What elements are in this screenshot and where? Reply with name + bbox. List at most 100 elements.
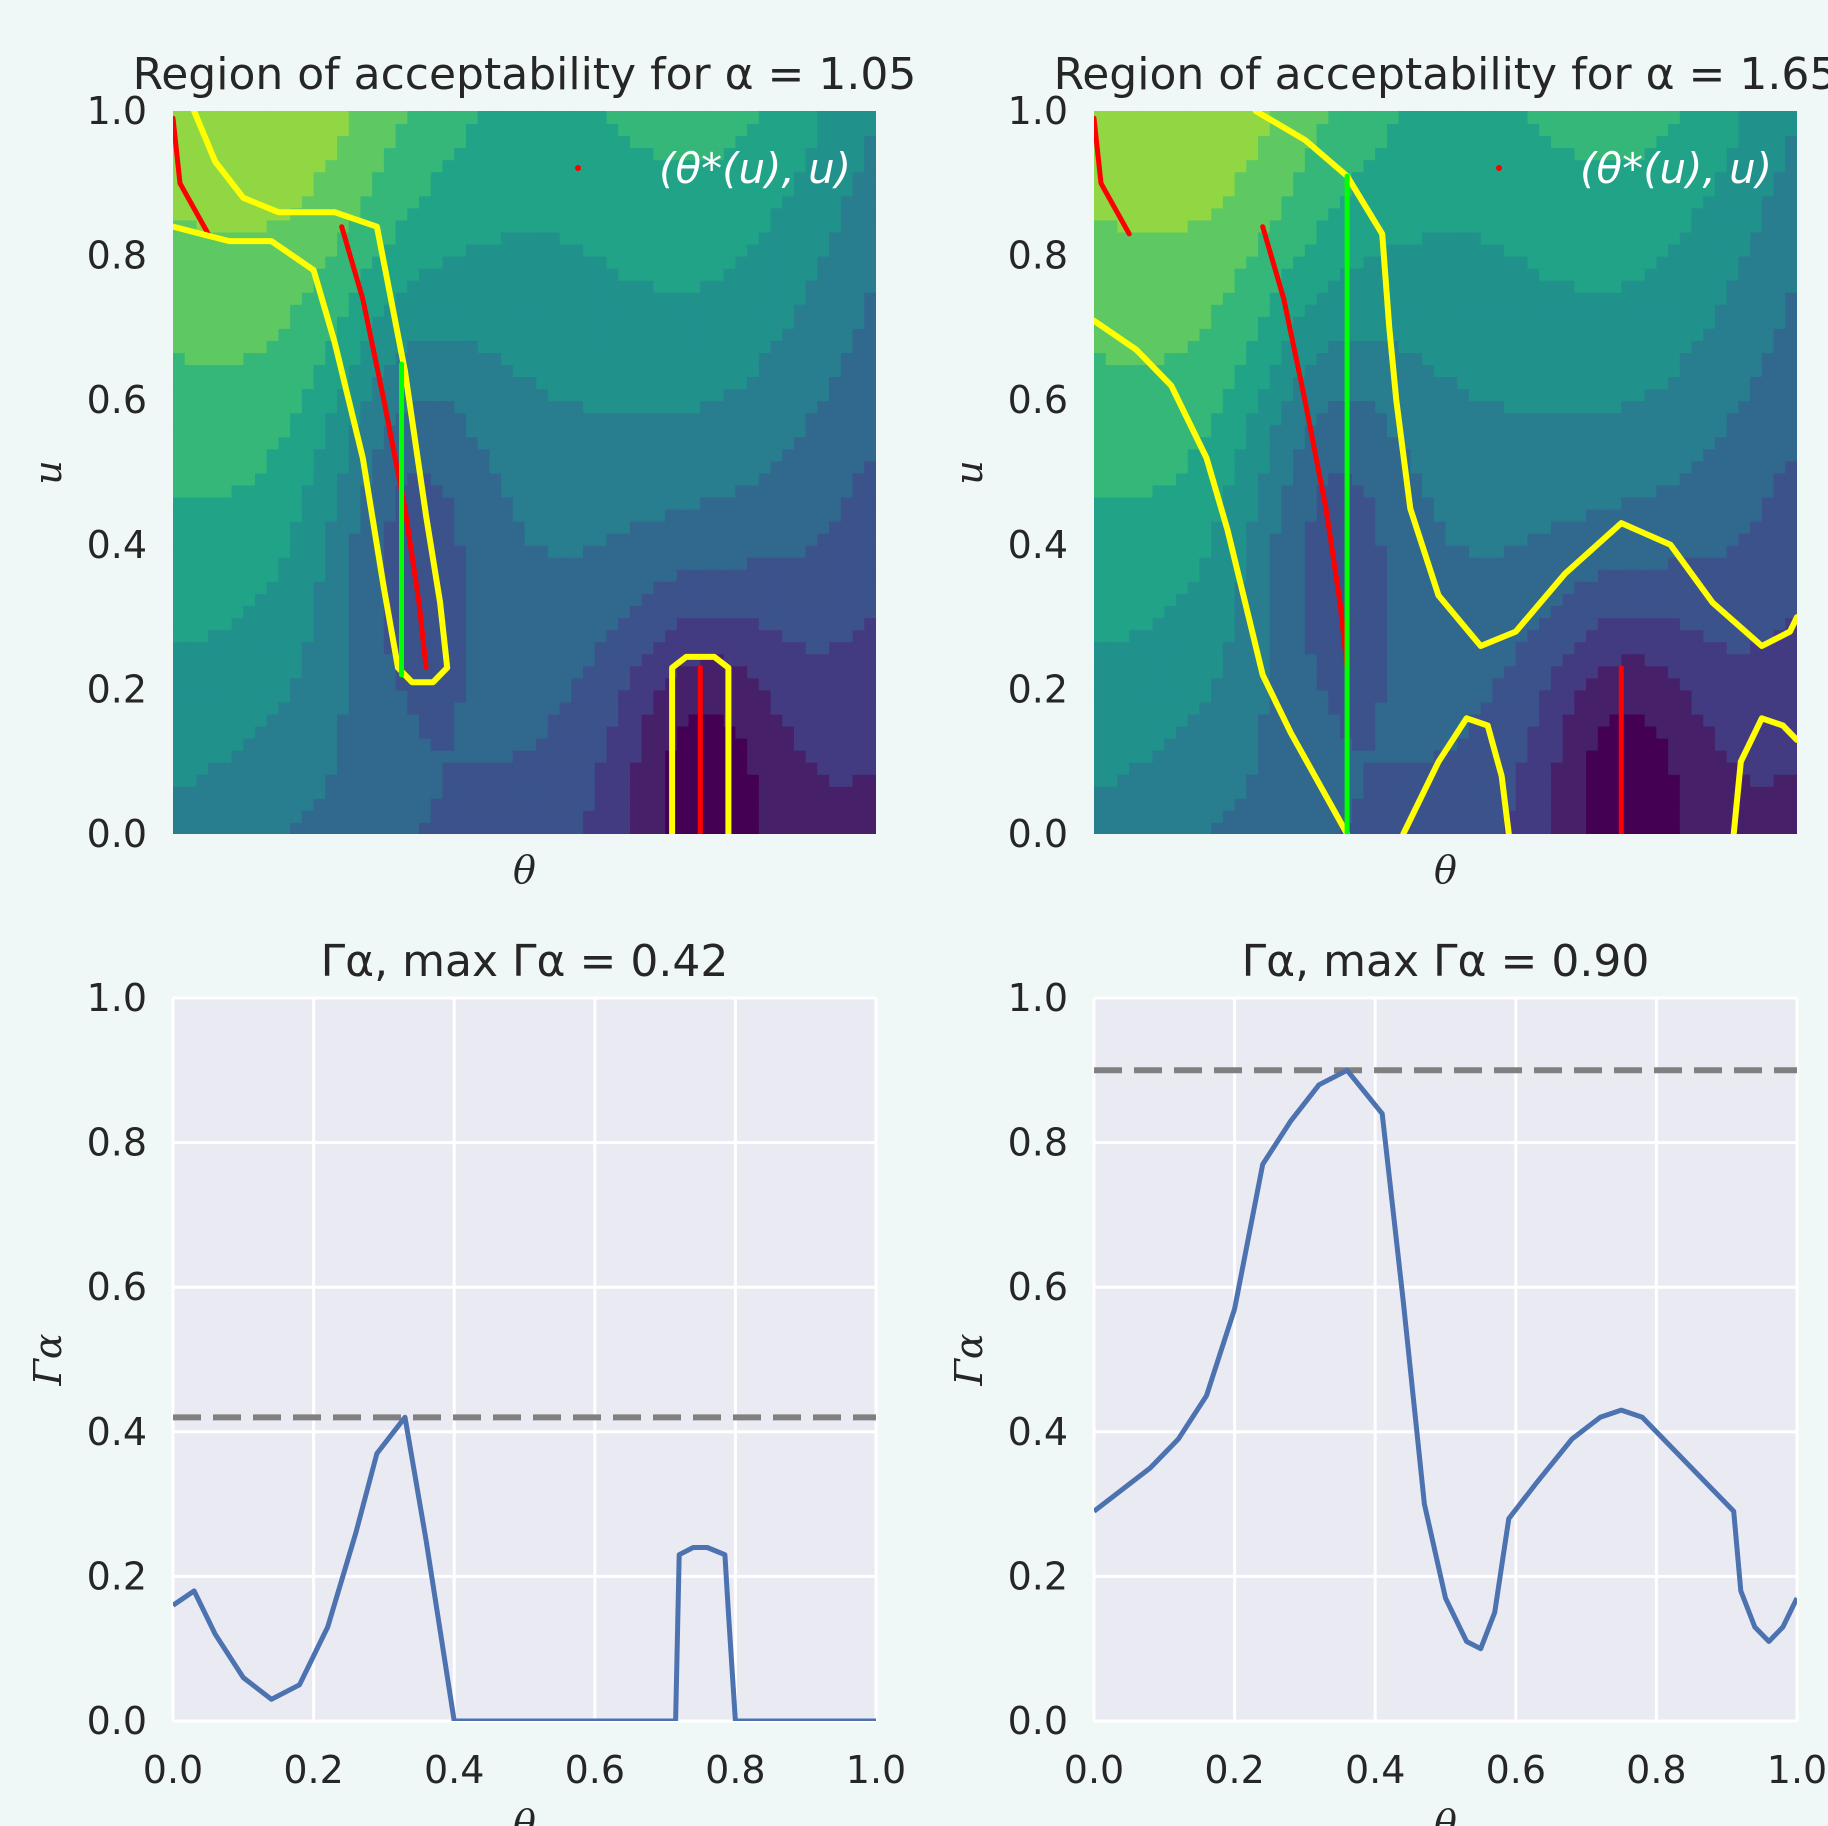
contour-cell xyxy=(1258,352,1271,366)
contour-cell xyxy=(372,448,385,462)
contour-cell xyxy=(360,424,374,438)
contour-cell xyxy=(735,785,749,799)
contour-cell xyxy=(547,207,561,221)
contour-cell xyxy=(1199,255,1213,269)
contour-cell xyxy=(864,713,876,727)
contour-cell xyxy=(1293,448,1306,462)
contour-cell xyxy=(618,556,631,570)
contour-cell xyxy=(758,135,772,149)
contour-cell xyxy=(231,641,245,655)
contour-cell xyxy=(536,424,549,438)
contour-cell xyxy=(782,629,795,643)
contour-cell xyxy=(1187,821,1201,834)
contour-cell xyxy=(1187,291,1201,305)
contour-cell xyxy=(536,183,549,197)
contour-cell xyxy=(360,809,374,823)
contour-cell xyxy=(1293,617,1306,631)
contour-cell xyxy=(1234,665,1248,679)
contour-cell xyxy=(817,219,831,233)
contour-cell xyxy=(817,315,831,329)
contour-cell xyxy=(665,617,678,631)
contour-cell xyxy=(1152,689,1166,703)
contour-cell xyxy=(817,460,831,474)
contour-cell xyxy=(747,388,760,402)
contour-cell xyxy=(688,629,702,643)
contour-cell xyxy=(1187,520,1201,534)
contour-cell xyxy=(770,737,784,751)
contour-cell xyxy=(852,713,866,727)
contour-cell xyxy=(1187,279,1201,293)
contour-cell xyxy=(196,171,210,185)
contour-cell xyxy=(196,424,210,438)
contour-cell xyxy=(465,460,479,474)
contour-cell xyxy=(243,291,257,305)
contour-cell xyxy=(442,243,456,257)
contour-cell xyxy=(817,593,831,607)
contour-cell xyxy=(231,291,245,305)
contour-cell xyxy=(395,159,409,173)
contour-cell xyxy=(1222,376,1236,390)
contour-cell xyxy=(454,737,467,751)
contour-cell xyxy=(536,593,549,607)
contour-cell xyxy=(653,147,667,161)
contour-cell xyxy=(1129,195,1142,209)
contour-cell xyxy=(583,797,596,811)
contour-cell xyxy=(184,135,198,149)
contour-cell xyxy=(1105,737,1119,751)
contour-cell xyxy=(852,556,866,570)
contour-cell xyxy=(184,749,198,763)
contour-cell xyxy=(243,183,257,197)
contour-cell xyxy=(793,665,807,679)
contour-cell xyxy=(1152,797,1166,811)
contour-cell xyxy=(325,496,339,510)
contour-cell xyxy=(676,111,690,125)
contour-cell xyxy=(1129,737,1142,751)
contour-cell xyxy=(512,761,526,775)
contour-cell xyxy=(1199,689,1213,703)
contour-cell xyxy=(1258,291,1271,305)
contour-cell xyxy=(547,364,561,378)
contour-cell xyxy=(571,496,585,510)
contour-cell xyxy=(641,400,655,414)
contour-cell xyxy=(700,364,713,378)
contour-cell xyxy=(711,171,725,185)
contour-cell xyxy=(1187,701,1201,715)
contour-cell xyxy=(805,617,819,631)
contour-cell xyxy=(700,484,713,498)
contour-cell xyxy=(442,195,456,209)
contour-cell xyxy=(829,255,842,269)
contour-cell xyxy=(477,629,491,643)
contour-cell xyxy=(782,701,795,715)
contour-cell xyxy=(231,665,245,679)
contour-cell xyxy=(583,171,596,185)
contour-cell xyxy=(817,761,831,775)
contour-cell xyxy=(1164,556,1178,570)
contour-cell xyxy=(1199,111,1213,125)
contour-cell xyxy=(301,641,315,655)
contour-cell xyxy=(1140,279,1154,293)
contour-cell xyxy=(524,556,538,570)
contour-cell xyxy=(1211,436,1224,450)
contour-cell xyxy=(407,303,421,317)
contour-cell xyxy=(1140,617,1154,631)
contour-cell xyxy=(1234,520,1248,534)
contour-cell xyxy=(711,496,725,510)
y-tick-label: 0.0 xyxy=(87,812,147,856)
contour-cell xyxy=(1211,821,1224,834)
contour-cell xyxy=(747,231,760,245)
contour-cell xyxy=(1222,821,1236,834)
contour-cell xyxy=(1187,171,1201,185)
contour-cell xyxy=(419,327,432,341)
contour-cell xyxy=(1152,677,1166,691)
contour-cell xyxy=(1328,352,1342,366)
contour-cell xyxy=(594,580,608,594)
contour-cell xyxy=(1211,255,1224,269)
contour-cell xyxy=(395,231,409,245)
contour-cell xyxy=(301,532,315,546)
contour-cell xyxy=(665,291,678,305)
contour-cell xyxy=(547,436,561,450)
contour-cell xyxy=(1176,303,1189,317)
contour-cell xyxy=(840,556,854,570)
contour-cell xyxy=(571,568,585,582)
contour-cell xyxy=(231,677,245,691)
